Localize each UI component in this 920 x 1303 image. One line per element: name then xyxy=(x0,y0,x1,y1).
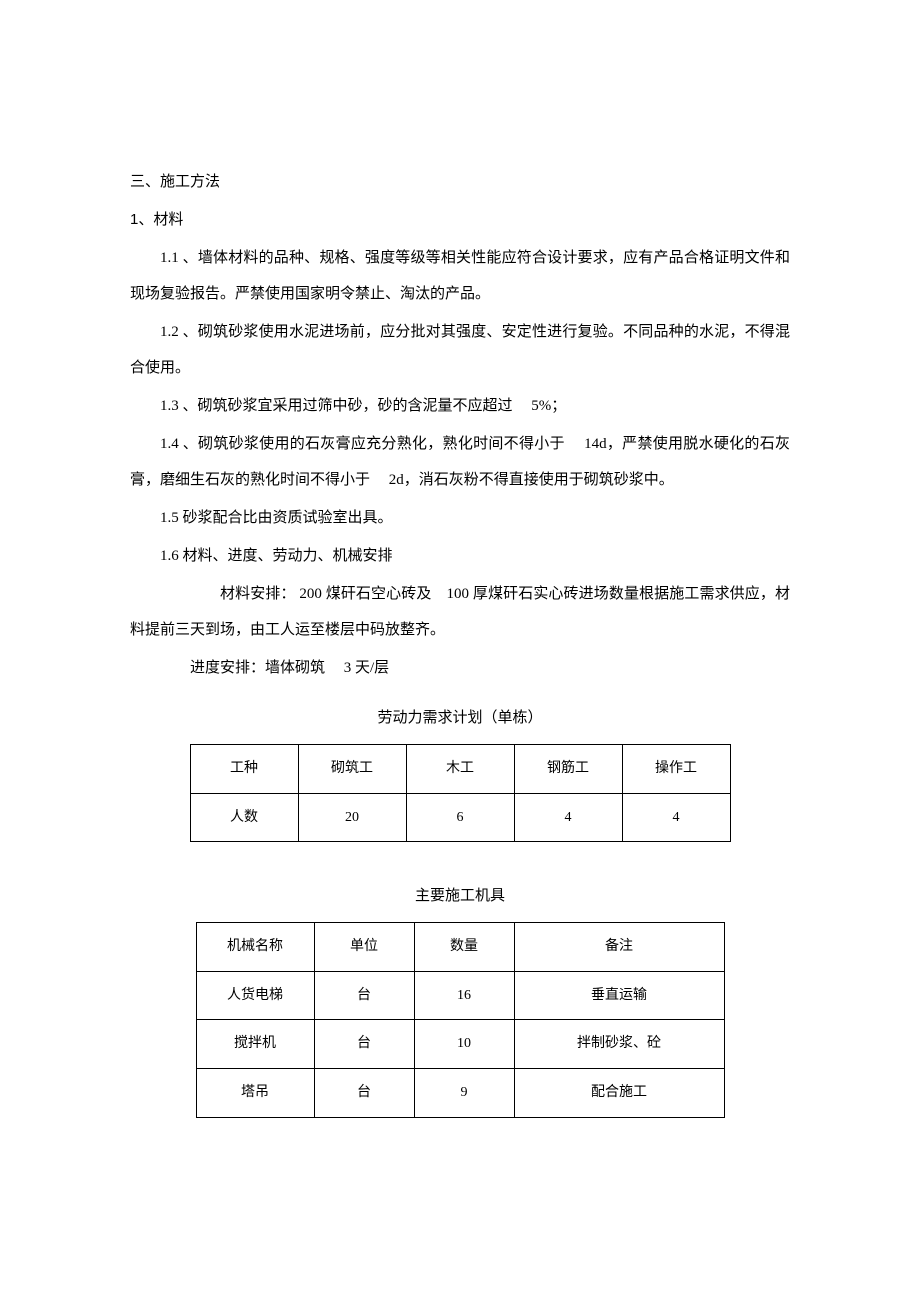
progress-arrangement: 进度安排：墙体砌筑 3 天/层 xyxy=(130,650,790,686)
paragraph-1-4: 1.4 、砌筑砂浆使用的石灰膏应充分熟化，熟化时间不得小于 14d，严禁使用脱水… xyxy=(130,426,790,498)
table-cell: 4 xyxy=(514,793,622,842)
table-header-cell: 单位 xyxy=(314,923,414,972)
table-cell: 台 xyxy=(314,1020,414,1069)
machinery-table-title: 主要施工机具 xyxy=(130,878,790,914)
table-header-cell: 砌筑工 xyxy=(298,745,406,794)
table-header-cell: 数量 xyxy=(414,923,514,972)
table-cell: 搅拌机 xyxy=(196,1020,314,1069)
table-row: 工种 砌筑工 木工 钢筋工 操作工 xyxy=(190,745,730,794)
labor-table: 工种 砌筑工 木工 钢筋工 操作工 人数 20 6 4 4 xyxy=(190,744,731,842)
paragraph-1-6: 1.6 材料、进度、劳动力、机械安排 xyxy=(130,538,790,574)
table-cell: 16 xyxy=(414,971,514,1020)
table-cell: 塔吊 xyxy=(196,1068,314,1117)
table-row: 塔吊 台 9 配合施工 xyxy=(196,1068,724,1117)
table-header-cell: 机械名称 xyxy=(196,923,314,972)
labor-table-title: 劳动力需求计划（单栋） xyxy=(130,700,790,736)
table-cell: 9 xyxy=(414,1068,514,1117)
table-header-cell: 工种 xyxy=(190,745,298,794)
table-cell: 10 xyxy=(414,1020,514,1069)
table-header-cell: 备注 xyxy=(514,923,724,972)
paragraph-1-2: 1.2 、砌筑砂浆使用水泥进场前，应分批对其强度、安定性进行复验。不同品种的水泥… xyxy=(130,314,790,386)
paragraph-1-5: 1.5 砂浆配合比由资质试验室出具。 xyxy=(130,500,790,536)
table-cell: 人货电梯 xyxy=(196,971,314,1020)
table-cell: 台 xyxy=(314,1068,414,1117)
table-cell: 人数 xyxy=(190,793,298,842)
table-row: 搅拌机 台 10 拌制砂浆、砼 xyxy=(196,1020,724,1069)
table-cell: 台 xyxy=(314,971,414,1020)
table-header-cell: 操作工 xyxy=(622,745,730,794)
table-row: 机械名称 单位 数量 备注 xyxy=(196,923,724,972)
table-cell: 20 xyxy=(298,793,406,842)
table-row: 人数 20 6 4 4 xyxy=(190,793,730,842)
table-cell: 4 xyxy=(622,793,730,842)
machinery-table: 机械名称 单位 数量 备注 人货电梯 台 16 垂直运输 搅拌机 台 10 拌制… xyxy=(196,922,725,1117)
item-1-heading: 1、材料 xyxy=(130,202,790,238)
table-row: 人货电梯 台 16 垂直运输 xyxy=(196,971,724,1020)
table-header-cell: 木工 xyxy=(406,745,514,794)
document-content: 三、施工方法 1、材料 1.1 、墙体材料的品种、规格、强度等级等相关性能应符合… xyxy=(130,164,790,1118)
table-cell: 拌制砂浆、砼 xyxy=(514,1020,724,1069)
table-cell: 6 xyxy=(406,793,514,842)
section-3-heading: 三、施工方法 xyxy=(130,164,790,200)
table-cell: 垂直运输 xyxy=(514,971,724,1020)
paragraph-1-1: 1.1 、墙体材料的品种、规格、强度等级等相关性能应符合设计要求，应有产品合格证… xyxy=(130,240,790,312)
material-arrangement: 材料安排： 200 煤矸石空心砖及 100 厚煤矸石实心砖进场数量根据施工需求供… xyxy=(130,576,790,648)
paragraph-1-3: 1.3 、砌筑砂浆宜采用过筛中砂，砂的含泥量不应超过 5%； xyxy=(130,388,790,424)
table-header-cell: 钢筋工 xyxy=(514,745,622,794)
table-cell: 配合施工 xyxy=(514,1068,724,1117)
